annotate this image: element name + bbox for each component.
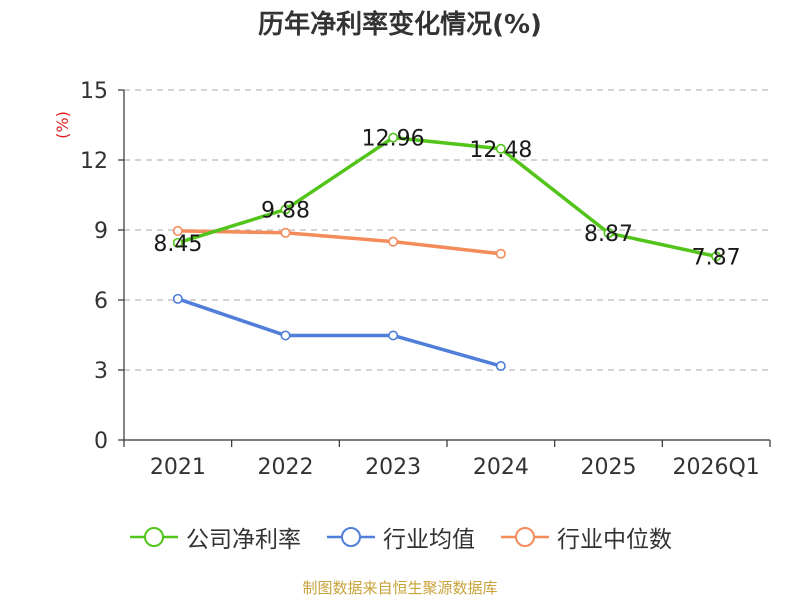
legend-item[interactable]: 行业均值 xyxy=(325,520,475,554)
data-point xyxy=(388,236,399,247)
series-line xyxy=(177,229,502,256)
x-tick-label: 2021 xyxy=(150,455,206,480)
data-point xyxy=(172,237,183,248)
data-label: 12.96 xyxy=(362,127,425,152)
legend-label: 公司净利率 xyxy=(186,527,301,553)
data-point xyxy=(172,293,183,304)
legend-line-icon xyxy=(327,527,375,547)
axis-layer: 0 3 6 9 12 15 2021 2022 2023 2024 2025 2026Q1 (%) xyxy=(53,79,771,480)
series-layer xyxy=(172,132,722,372)
grid-layer xyxy=(124,89,770,371)
data-point xyxy=(495,361,506,372)
x-tick-label: 2025 xyxy=(581,455,637,480)
data-point xyxy=(388,330,399,341)
series-line xyxy=(177,297,502,368)
legend-line-icon xyxy=(501,527,549,547)
y-tick-label: 0 xyxy=(94,429,108,454)
data-point xyxy=(280,330,291,341)
y-tick-label: 6 xyxy=(94,289,108,314)
data-point xyxy=(172,225,183,236)
data-point xyxy=(603,228,614,239)
y-axis-label: (%) xyxy=(53,111,72,139)
data-point xyxy=(388,132,399,143)
legend-item[interactable]: 公司净利率 xyxy=(128,520,301,554)
y-tick-label: 3 xyxy=(94,359,108,384)
y-tick-label: 9 xyxy=(94,219,108,244)
data-label: 7.87 xyxy=(692,245,741,270)
chart-title: 历年净利率变化情况(%) xyxy=(258,10,542,40)
x-tick-label: 2026Q1 xyxy=(673,455,760,480)
data-point xyxy=(711,251,722,262)
x-tick-label: 2022 xyxy=(258,455,314,480)
data-label: 9.88 xyxy=(261,198,310,223)
legend-line-icon xyxy=(130,527,178,547)
legend-label: 行业中位数 xyxy=(557,527,672,553)
data-label: 8.45 xyxy=(153,232,202,257)
data-label: 8.87 xyxy=(584,222,633,247)
data-point xyxy=(495,248,506,259)
data-point xyxy=(280,227,291,238)
y-tick-label: 15 xyxy=(80,79,108,104)
data-point xyxy=(280,204,291,215)
x-tick-label: 2023 xyxy=(365,455,421,480)
data-label: 12.48 xyxy=(469,138,532,163)
series-line xyxy=(177,135,717,259)
legend-item[interactable]: 行业中位数 xyxy=(499,520,672,554)
x-tick-label: 2024 xyxy=(473,455,529,480)
source-note: 制图数据来自恒生聚源数据库 xyxy=(302,579,498,597)
legend: 公司净利率 行业均值 行业中位数 xyxy=(0,519,800,555)
legend-label: 行业均值 xyxy=(383,527,475,553)
label-layer: 8.45 9.88 12.96 12.48 8.87 7.87 xyxy=(153,127,740,271)
y-tick-label: 12 xyxy=(80,149,108,174)
data-point xyxy=(495,143,506,154)
